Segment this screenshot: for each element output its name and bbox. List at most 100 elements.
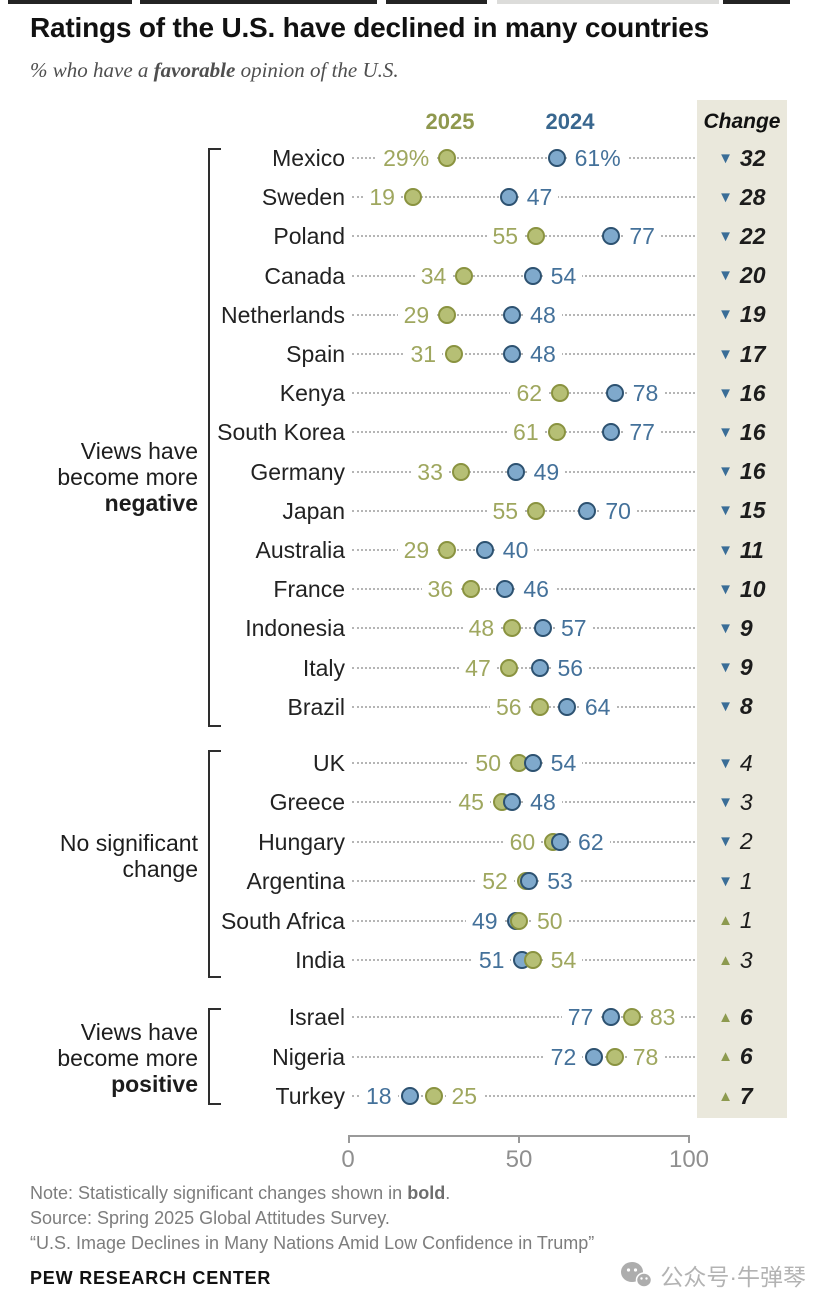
change-cell: ▼ 22 [700, 220, 786, 252]
triangle-down-icon: ▼ [718, 541, 733, 559]
triangle-down-icon: ▼ [718, 502, 733, 520]
value-2025: 36 [421, 573, 460, 606]
top-bar-fragment [386, 0, 487, 4]
row-argentina: Argentina 52 53 ▼ 1 [0, 865, 828, 898]
x-axis-tick-50 [518, 1135, 520, 1143]
dot-2024 [533, 619, 552, 638]
dot-2024 [551, 832, 570, 851]
value-2024: 49 [466, 904, 504, 937]
row-australia: Australia 29 40 ▼ 11 [0, 534, 828, 566]
group-bracket-0 [208, 148, 221, 727]
country-label: South Africa [214, 904, 345, 937]
value-2025: 25 [445, 1080, 484, 1112]
chart-subtitle: % who have a favorable opinion of the U.… [30, 58, 730, 83]
row-uk: UK 50 54 ▼ 4 [0, 747, 828, 779]
change-value: 10 [739, 575, 766, 602]
country-label: Australia [249, 534, 345, 566]
change-cell: ▼ 32 [700, 142, 786, 174]
dot-2025 [527, 501, 546, 520]
subtitle-suffix: opinion of the U.S. [235, 58, 399, 82]
watermark-text: 公众号·牛弹琴 [660, 1264, 806, 1290]
column-header-2025: 2025 [425, 109, 475, 134]
change-value: 17 [739, 340, 766, 367]
value-2024: 56 [551, 651, 590, 684]
country-label: UK [307, 747, 345, 779]
country-label: Indonesia [239, 612, 345, 645]
change-cell: ▼ 28 [700, 181, 786, 213]
triangle-down-icon: ▼ [718, 698, 733, 716]
x-axis-label-50: 50 [505, 1146, 533, 1173]
subtitle-bold-word: favorable [153, 58, 236, 82]
row-spain: Spain 31 48 ▼ 17 [0, 338, 828, 370]
row-brazil: Brazil 56 64 ▼ 8 [0, 690, 828, 723]
change-cell: ▲ 1 [700, 905, 786, 937]
value-2024: 40 [496, 534, 535, 566]
change-cell: ▼ 15 [700, 495, 786, 527]
dot-2024 [557, 697, 576, 716]
dot-2025 [510, 911, 528, 930]
dot-2025 [551, 384, 570, 403]
dot-2024 [578, 501, 597, 520]
value-2025: 83 [643, 1001, 682, 1033]
value-2025: 29 [397, 534, 436, 566]
top-bar-fragment [8, 0, 132, 4]
note-significance: Note: Statistically significant changes … [30, 1183, 730, 1204]
leader-line [352, 353, 695, 355]
dot-2024 [506, 462, 525, 481]
note-source: Source: Spring 2025 Global Attitudes Sur… [30, 1208, 390, 1228]
dot-2025 [445, 345, 464, 363]
country-label: France [267, 573, 345, 606]
value-2024: 77 [623, 416, 661, 449]
change-cell: ▼ 9 [700, 612, 786, 644]
change-value: 2 [739, 828, 753, 855]
change-value: 32 [739, 144, 766, 171]
dot-2024 [602, 227, 621, 246]
top-bar-fragment [497, 0, 719, 4]
leader-line [352, 1016, 695, 1018]
triangle-down-icon: ▼ [718, 659, 733, 677]
value-2025: 29% [377, 142, 436, 174]
triangle-up-icon: ▲ [718, 912, 733, 930]
triangle-down-icon: ▼ [718, 423, 733, 441]
dot-2024 [602, 423, 621, 442]
change-value: 16 [739, 458, 766, 485]
row-netherlands: Netherlands 29 48 ▼ 19 [0, 298, 828, 331]
change-cell: ▼ 9 [700, 652, 786, 684]
top-bar-fragment [723, 0, 790, 4]
change-value: 28 [739, 183, 766, 210]
triangle-up-icon: ▲ [718, 1008, 733, 1026]
change-cell: ▼ 2 [700, 826, 786, 858]
x-axis-label-100: 100 [668, 1146, 710, 1173]
row-indonesia: Indonesia 48 57 ▼ 9 [0, 612, 828, 645]
value-2024: 48 [524, 786, 562, 819]
triangle-down-icon: ▼ [718, 188, 733, 206]
change-cell: ▼ 8 [700, 691, 786, 723]
dot-2025 [527, 227, 546, 246]
leader-line [352, 666, 695, 669]
leader-line [352, 801, 695, 804]
change-value: 8 [739, 693, 753, 720]
country-label: Israel [282, 1001, 345, 1033]
change-cell: ▼ 16 [700, 377, 786, 409]
dot-2024 [520, 872, 539, 891]
change-value: 9 [739, 614, 753, 641]
value-2025: 52 [476, 865, 514, 898]
value-2024: 18 [359, 1080, 398, 1112]
country-label: Argentina [240, 865, 345, 898]
triangle-down-icon: ▼ [718, 227, 733, 245]
group-label-1: No significant change [59, 830, 198, 882]
change-value: 20 [739, 262, 766, 289]
change-value: 16 [739, 418, 766, 445]
dot-2024 [503, 305, 522, 324]
leader-line [352, 157, 695, 159]
value-2024: 78 [626, 377, 665, 410]
dot-2024 [605, 384, 624, 403]
value-2024: 57 [554, 612, 593, 645]
value-2025: 55 [486, 220, 525, 253]
value-2025: 34 [414, 259, 453, 292]
country-label: Canada [258, 259, 345, 292]
note-prefix: Note: Statistically significant changes … [30, 1183, 408, 1203]
leader-line [352, 627, 695, 630]
value-2024: 77 [561, 1001, 600, 1033]
dot-2025 [438, 541, 457, 559]
